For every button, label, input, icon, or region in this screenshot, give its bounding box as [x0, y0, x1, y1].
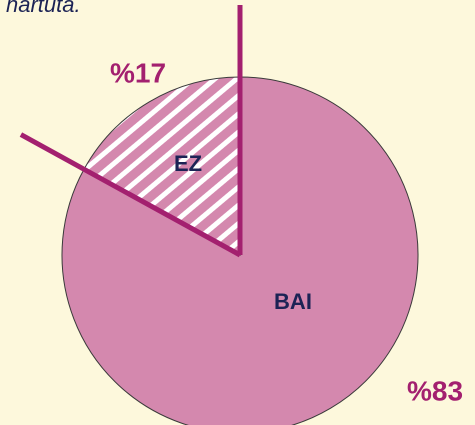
pie-slice: [61, 76, 419, 425]
pie-slice: [83, 76, 241, 256]
category-label: EZ: [174, 151, 202, 176]
value-label: %17: [110, 57, 166, 88]
plot: BAI %83 EZ %17: [19, 5, 463, 425]
value-label: %83: [407, 375, 463, 406]
category-label: BAI: [274, 289, 312, 314]
chart-title: hartuta.: [6, 0, 81, 17]
slice-separator: [19, 132, 242, 258]
